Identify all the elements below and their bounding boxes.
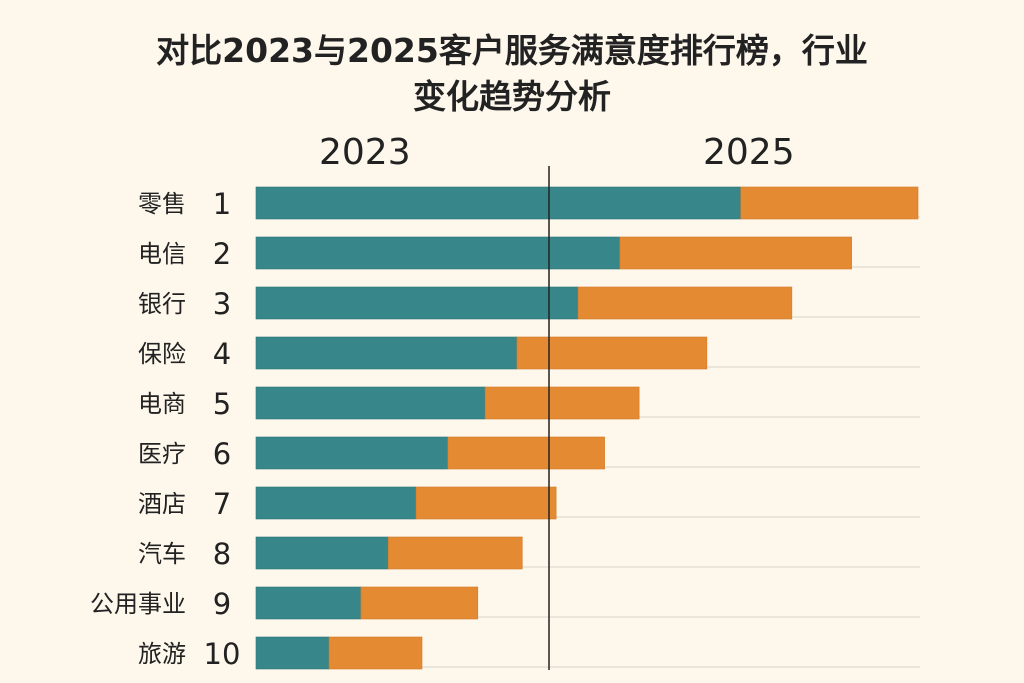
bar-2025-0	[740, 186, 919, 220]
bar-2023-1	[255, 236, 621, 270]
category-label: 保险	[138, 340, 186, 368]
bar-2025-6	[415, 486, 557, 520]
rank-label: 1	[213, 187, 231, 221]
bar-2025-8	[360, 586, 479, 620]
column-header-2025: 2025	[703, 132, 795, 173]
category-label: 酒店	[138, 490, 186, 518]
bar-2023-9	[255, 636, 330, 670]
category-label: 银行	[138, 290, 186, 318]
bar-2025-7	[387, 536, 523, 570]
category-label: 电信	[138, 240, 186, 268]
bar-2025-2	[577, 286, 793, 320]
category-label: 汽车	[138, 540, 186, 568]
bar-2023-6	[255, 486, 417, 520]
bar-2025-3	[516, 336, 708, 370]
bar-2025-1	[619, 236, 852, 270]
bar-2023-5	[255, 436, 449, 470]
rank-label: 3	[213, 287, 231, 321]
chart-title-line-1: 对比2023与2025客户服务满意度排行榜，行业	[156, 31, 868, 70]
bar-2025-9	[328, 636, 423, 670]
category-label: 零售	[138, 190, 186, 218]
category-label: 旅游	[138, 640, 186, 668]
bar-2023-0	[255, 186, 742, 220]
column-header-2023: 2023	[319, 132, 411, 173]
bar-2023-4	[255, 386, 486, 420]
rank-label: 7	[213, 487, 231, 521]
chart-title: 对比2023与2025客户服务满意度排行榜，行业 变化趋势分析	[0, 28, 1024, 120]
bar-2023-3	[255, 336, 518, 370]
rank-label: 6	[213, 437, 231, 471]
bar-2025-4	[484, 386, 640, 420]
category-label: 医疗	[138, 440, 186, 468]
rank-label: 5	[213, 387, 231, 421]
category-label: 电商	[138, 390, 186, 418]
category-label: 公用事业	[90, 590, 186, 618]
chart-title-line-2: 变化趋势分析	[413, 77, 611, 116]
rank-label: 10	[204, 637, 241, 671]
rank-label: 9	[213, 587, 231, 621]
rank-label: 8	[213, 537, 231, 571]
rank-label: 4	[213, 337, 231, 371]
rank-label: 2	[213, 237, 231, 271]
bar-2023-8	[255, 586, 362, 620]
bar-2023-2	[255, 286, 579, 320]
bar-2023-7	[255, 536, 389, 570]
bar-2025-5	[447, 436, 605, 470]
